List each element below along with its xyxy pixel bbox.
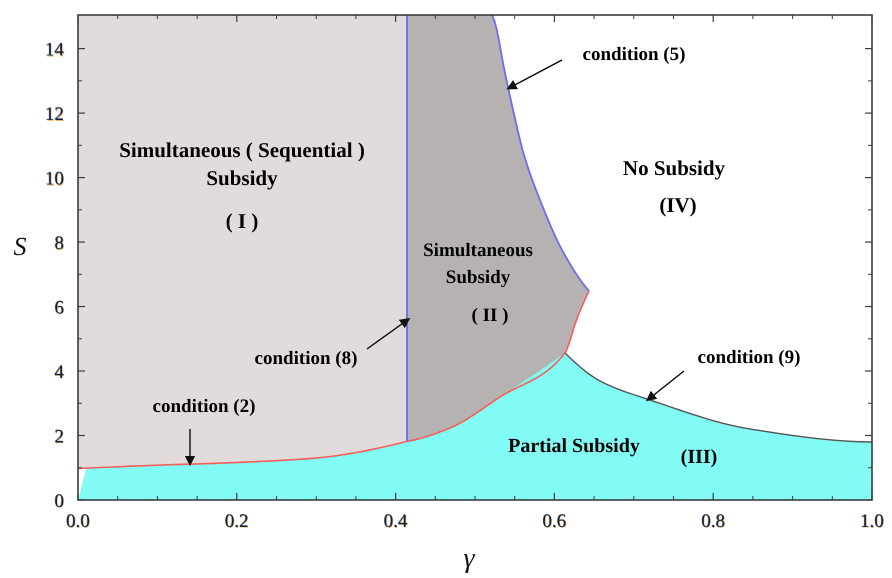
svg-text:(III): (III) — [681, 446, 718, 468]
svg-text:8: 8 — [55, 233, 65, 254]
svg-text:0.0: 0.0 — [66, 511, 90, 532]
svg-text:0.2: 0.2 — [225, 511, 249, 532]
svg-text:condition (8): condition (8) — [255, 348, 358, 369]
svg-text:Simultaneous: Simultaneous — [423, 240, 533, 261]
svg-text:(IV): (IV) — [659, 193, 696, 217]
svg-text:0.4: 0.4 — [384, 511, 408, 532]
svg-text:6: 6 — [55, 298, 65, 319]
svg-text:S: S — [14, 232, 27, 261]
svg-text:2: 2 — [55, 427, 65, 448]
svg-text:( II ): ( II ) — [472, 305, 509, 326]
svg-text:condition (2): condition (2) — [153, 396, 256, 417]
svg-text:0: 0 — [55, 491, 65, 512]
svg-text:1.0: 1.0 — [860, 511, 884, 532]
svg-text:Partial Subsidy: Partial Subsidy — [508, 435, 640, 457]
svg-text:12: 12 — [45, 104, 64, 125]
svg-text:0.6: 0.6 — [543, 511, 567, 532]
svg-text:14: 14 — [45, 40, 65, 61]
svg-text:Simultaneous ( Sequential ): Simultaneous ( Sequential ) — [119, 138, 365, 162]
svg-text:γ: γ — [463, 543, 475, 574]
svg-text:condition (5): condition (5) — [583, 44, 686, 65]
svg-text:10: 10 — [45, 169, 64, 190]
svg-text:condition (9): condition (9) — [698, 347, 801, 368]
svg-text:4: 4 — [55, 362, 65, 383]
svg-text:0.8: 0.8 — [701, 511, 725, 532]
svg-text:Subsidy: Subsidy — [446, 267, 511, 288]
svg-text:No Subsidy: No Subsidy — [623, 156, 726, 180]
svg-text:( I ): ( I ) — [226, 209, 259, 233]
svg-text:Subsidy: Subsidy — [206, 166, 278, 190]
